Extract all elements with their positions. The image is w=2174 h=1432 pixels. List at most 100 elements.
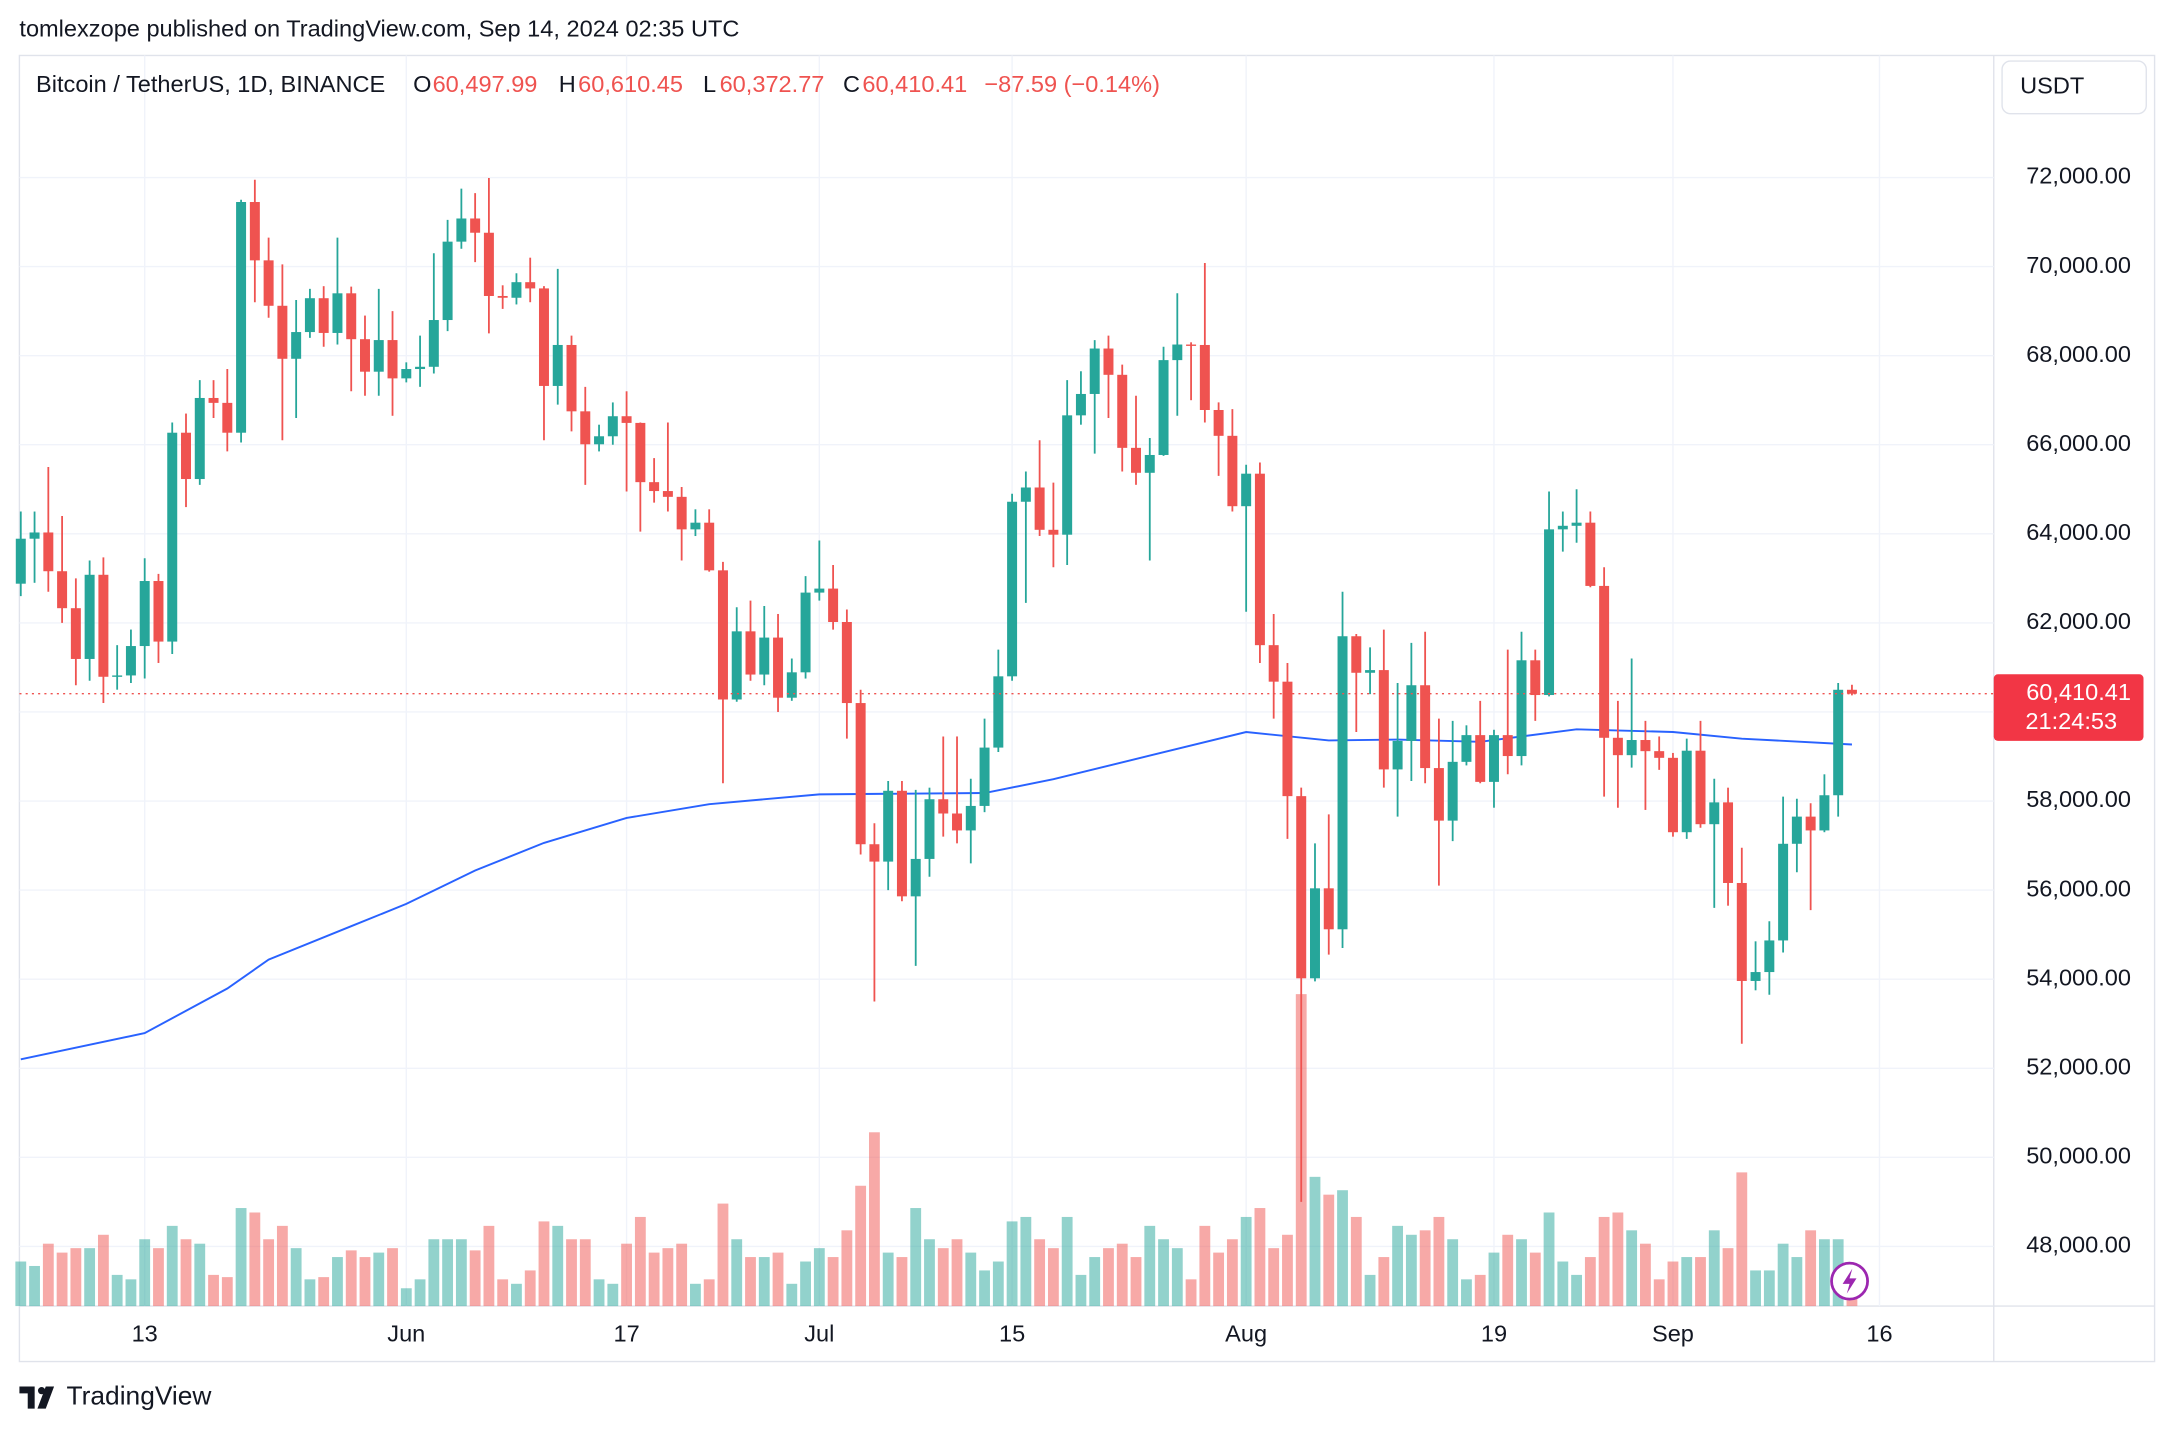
candle-body bbox=[1791, 816, 1802, 844]
x-tick-label: 17 bbox=[613, 1320, 639, 1346]
candle-body bbox=[855, 703, 866, 845]
candle-body bbox=[828, 588, 839, 622]
y-tick-label: 48,000.00 bbox=[2026, 1232, 2131, 1258]
volume-bar bbox=[772, 1252, 784, 1307]
volume-bar bbox=[42, 1243, 54, 1307]
volume-bar bbox=[910, 1208, 922, 1307]
candle-body bbox=[1365, 670, 1376, 673]
candle-body bbox=[1488, 735, 1499, 782]
volume-bar bbox=[965, 1252, 977, 1307]
currency-label[interactable]: USDT bbox=[2020, 73, 2084, 99]
volume-bar bbox=[979, 1270, 990, 1307]
candle-body bbox=[1309, 888, 1320, 979]
candle-body bbox=[304, 298, 315, 333]
candle-body bbox=[442, 241, 453, 321]
candle-body bbox=[1131, 447, 1141, 473]
candle-body bbox=[869, 844, 880, 862]
candle-body bbox=[1062, 415, 1073, 535]
candle-body bbox=[993, 676, 1004, 748]
volume-bar bbox=[249, 1212, 261, 1307]
candle-body bbox=[1709, 802, 1720, 825]
candle-body bbox=[153, 581, 164, 642]
volume-bar bbox=[1447, 1239, 1459, 1307]
volume-bar bbox=[607, 1283, 619, 1307]
candle-body bbox=[676, 496, 687, 530]
volume-bar bbox=[1763, 1270, 1775, 1307]
candle-body bbox=[139, 581, 150, 647]
candle-body bbox=[1020, 487, 1031, 502]
candle-body bbox=[456, 218, 467, 242]
candle-body bbox=[1585, 522, 1596, 586]
volume-bar bbox=[1736, 1172, 1748, 1307]
volume-bar bbox=[318, 1277, 330, 1307]
volume-bar bbox=[1529, 1252, 1541, 1307]
volume-bar bbox=[648, 1252, 660, 1307]
volume-bar bbox=[153, 1248, 164, 1307]
volume-bar bbox=[125, 1279, 137, 1307]
x-tick-label: Sep bbox=[1652, 1320, 1694, 1346]
volume-bar bbox=[1461, 1279, 1472, 1307]
volume-bar bbox=[745, 1257, 756, 1307]
candle-body bbox=[497, 295, 508, 298]
candle-body bbox=[1296, 796, 1307, 979]
volume-bar bbox=[29, 1265, 40, 1307]
volume-bar bbox=[579, 1239, 591, 1307]
candle-body bbox=[1530, 660, 1541, 696]
volume-bar bbox=[428, 1239, 440, 1307]
candle-body bbox=[649, 482, 660, 492]
volume-bar bbox=[1819, 1239, 1830, 1307]
volume-bar bbox=[552, 1225, 564, 1307]
volume-bar bbox=[951, 1239, 963, 1307]
lightning-bolt[interactable] bbox=[1842, 1268, 1857, 1294]
volume-bar bbox=[566, 1239, 577, 1307]
candle-body bbox=[1764, 940, 1775, 973]
candle-body bbox=[1461, 735, 1472, 762]
candle-body bbox=[373, 340, 384, 372]
volume-bar bbox=[1034, 1239, 1046, 1307]
candle-body bbox=[1392, 740, 1403, 770]
volume-bar bbox=[1805, 1230, 1817, 1307]
volume-bar bbox=[1061, 1216, 1073, 1307]
volume-bar bbox=[1612, 1212, 1624, 1307]
volume-bar bbox=[1708, 1230, 1720, 1307]
volume-bar bbox=[1226, 1239, 1238, 1307]
volume-bar bbox=[1584, 1257, 1596, 1307]
volume-bar bbox=[1006, 1221, 1018, 1307]
legend-key: C bbox=[843, 71, 860, 97]
volume-bar bbox=[1433, 1216, 1445, 1307]
candle-body bbox=[98, 574, 109, 677]
candle-body bbox=[1144, 454, 1155, 473]
candle-body bbox=[194, 397, 205, 480]
candle-body bbox=[1516, 660, 1527, 757]
overlay-layer: 60,410.41 21:24:53 bbox=[19, 674, 2144, 741]
y-tick-label: 62,000.00 bbox=[2026, 608, 2131, 634]
legend-key: H bbox=[559, 71, 576, 97]
lightning-icon[interactable] bbox=[1830, 1261, 1869, 1301]
volume-bar bbox=[1199, 1225, 1211, 1307]
candle-body bbox=[841, 621, 852, 704]
volume-bar bbox=[634, 1216, 646, 1307]
footer-brand: TradingView bbox=[67, 1381, 213, 1411]
legend-value: 60,410.41 bbox=[862, 71, 967, 97]
volume-bar bbox=[1254, 1208, 1266, 1307]
volume-bar bbox=[1089, 1257, 1101, 1307]
candle-body bbox=[786, 672, 797, 698]
volume-bar bbox=[896, 1257, 908, 1307]
y-tick-label: 64,000.00 bbox=[2026, 519, 2131, 545]
legend-key: O bbox=[413, 71, 431, 97]
candle-body bbox=[924, 799, 935, 859]
currency-button[interactable] bbox=[2001, 60, 2147, 115]
candle-body bbox=[208, 397, 219, 403]
volume-bar bbox=[511, 1283, 522, 1307]
candle-body bbox=[1833, 689, 1844, 796]
candle-body bbox=[552, 344, 563, 386]
volume-bar bbox=[400, 1288, 412, 1307]
candle-body bbox=[1268, 645, 1279, 682]
candle-body bbox=[84, 574, 95, 659]
candle-body bbox=[965, 805, 976, 831]
volume-bar bbox=[483, 1225, 495, 1307]
volume-bar bbox=[1598, 1216, 1610, 1307]
logo-mark bbox=[19, 1386, 55, 1409]
volume-bar bbox=[676, 1243, 688, 1307]
candle-body bbox=[690, 522, 701, 530]
